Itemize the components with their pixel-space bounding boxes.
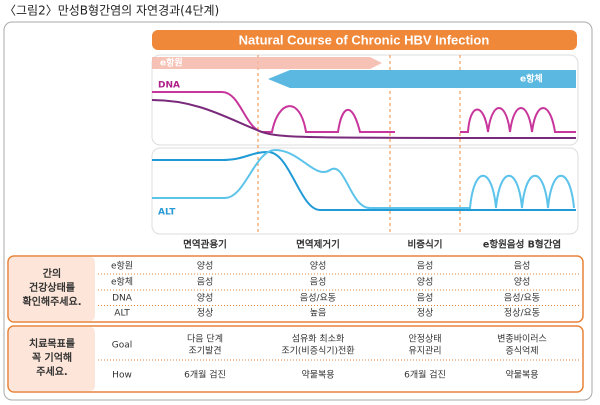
cell-text: 음성	[197, 277, 214, 288]
row-name: How	[112, 371, 132, 381]
phase-header: 비증식기	[408, 239, 443, 251]
e-antibody-arrow	[268, 70, 576, 88]
cell-text: 양성	[417, 277, 434, 288]
cell-text: 변종바이러스	[497, 334, 547, 345]
cell-text: 증식억제	[505, 345, 538, 357]
section-label: 치료목표를	[29, 337, 75, 350]
cell-text: 조기(비증식기)전환	[281, 345, 354, 357]
cell-text: 음성	[417, 261, 434, 272]
e-antigen-arrow	[152, 57, 382, 69]
cell-text: 음성/요동	[300, 293, 336, 304]
dna-label: DNA	[158, 81, 180, 91]
cell-text: 음성	[417, 293, 434, 304]
cell-text: 양성	[310, 261, 327, 272]
section-label: 간의	[43, 267, 61, 280]
section-label: 꼭 기억해	[32, 351, 72, 364]
section-label: 건강상태를	[29, 281, 75, 294]
banner	[152, 30, 577, 50]
cell-text: 조기발견	[188, 345, 221, 357]
banner-title: Natural Course of Chronic HBV Infection	[239, 32, 490, 47]
section-label: 확인해주세요.	[23, 295, 82, 308]
row-name: DNA	[112, 294, 133, 304]
phase-header: 면역관용기	[183, 239, 227, 251]
row-name: ALT	[114, 309, 130, 319]
dna-curve	[152, 91, 576, 133]
cell-text: 양성	[514, 277, 531, 288]
cell-text: 약물복용	[301, 369, 334, 381]
cell-text: 섬유화 최소화	[292, 334, 345, 345]
row-name: e항체	[111, 277, 133, 288]
goals-label-bg	[9, 327, 95, 391]
e-antigen-label: e항원	[160, 57, 183, 69]
cell-text: 유지관리	[408, 346, 441, 357]
cell-text: 높음	[310, 308, 327, 319]
row-name: e항원	[111, 261, 133, 272]
cell-text: 약물복용	[505, 369, 538, 381]
phase-header: e항원음성 B형간염	[483, 239, 561, 251]
cell-text: 양성	[197, 261, 214, 272]
cell-text: 6개월 검진	[404, 369, 446, 381]
cell-text: 정상/요동	[504, 308, 540, 319]
row-name: Goal	[112, 341, 133, 351]
cell-text: 음성	[514, 261, 531, 272]
alt-label: ALT	[158, 208, 176, 218]
cell-text: 음성	[310, 277, 327, 288]
cell-text: 다음 단계	[187, 333, 223, 345]
cell-text: 정상	[197, 308, 214, 319]
phase-header: 면역제거기	[296, 239, 340, 251]
goals-box	[7, 325, 584, 393]
status-label-bg	[9, 257, 95, 321]
cell-text: 6개월 검진	[184, 369, 226, 381]
alt-curve-1	[152, 150, 576, 211]
cell-text: 정상	[417, 308, 434, 319]
cell-text: 음성/요동	[504, 293, 540, 304]
status-box	[7, 255, 584, 323]
caption: 〈그림2〉만성B형간염의 자연경과(4단계)	[4, 4, 219, 18]
alt-curve-2	[152, 148, 575, 209]
dna-baseline	[151, 99, 577, 139]
cell-text: 안정상태	[408, 334, 441, 345]
e-antibody-label: e항체	[520, 73, 543, 85]
section-label: 주세요.	[36, 365, 67, 378]
cell-text: 양성	[197, 293, 214, 304]
